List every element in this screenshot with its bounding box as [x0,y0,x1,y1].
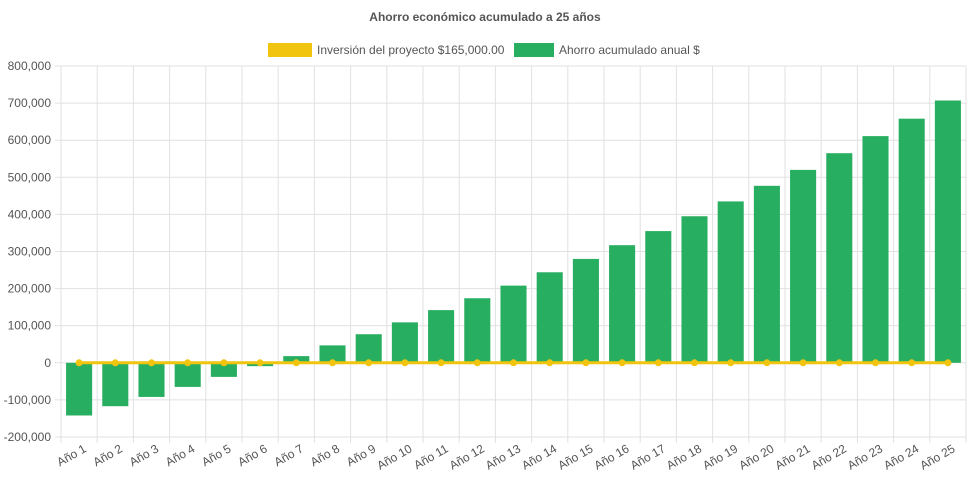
bar-13 [500,285,527,363]
x-tick-label: Año 7 [272,441,306,469]
bar-16 [609,245,636,363]
y-tick-label: 100,000 [8,319,52,333]
y-tick-label: 600,000 [8,133,52,147]
investment-point [401,359,409,367]
legend-swatch-investment [268,43,312,57]
legend: Inversión del proyecto $165,000.00 Ahorr… [268,43,700,57]
x-tick-label: Año 16 [592,441,632,472]
bar-24 [898,118,925,363]
bar-10 [391,322,418,363]
bar-25 [934,100,961,363]
investment-point [148,359,155,367]
y-tick-label: 500,000 [8,170,52,184]
bar-5 [210,362,237,377]
investment-point [727,359,735,367]
line-series-investment [75,359,952,367]
x-tick-label: Año 6 [235,441,269,469]
investment-point [292,359,300,367]
y-tick-label: 700,000 [8,96,52,110]
legend-label-investment: Inversión del proyecto $165,000.00 [317,43,505,57]
y-tick-label: 0 [44,356,51,370]
x-tick-label: Año 18 [664,441,704,472]
bar-21 [790,169,817,363]
investment-point [763,359,771,367]
legend-label-savings: Ahorro acumulado anual $ [559,43,700,57]
x-tick-label: Año 15 [555,441,595,472]
bar-1 [66,362,93,416]
x-tick-label: Año 22 [809,441,849,472]
chart-title: Ahorro económico acumulado a 25 años [369,10,601,24]
y-tick-label: 300,000 [8,245,52,259]
x-tick-label: Año 1 [54,441,88,469]
bar-14 [536,272,563,363]
y-tick-label: -200,000 [4,430,52,444]
investment-point [799,359,807,367]
x-tick-label: Año 14 [519,441,559,472]
x-tick-label: Año 24 [881,441,921,472]
bar-9 [355,334,382,363]
investment-point [546,359,554,367]
investment-point [691,359,698,367]
investment-point [329,359,336,367]
investment-point [944,359,952,367]
x-tick-label: Año 12 [447,441,487,472]
bar-20 [753,185,780,363]
bar-3 [138,362,165,397]
investment-point [908,359,916,367]
y-tick-label: 800,000 [8,59,52,73]
y-tick-label: -100,000 [4,393,52,407]
x-tick-label: Año 2 [91,441,125,469]
x-tick-label: Año 25 [917,441,957,472]
investment-point [872,359,879,367]
x-tick-label: Año 20 [736,441,776,472]
investment-point [220,359,228,367]
bar-19 [717,201,744,363]
investment-point [256,359,264,367]
x-tick-label: Año 8 [308,441,342,469]
bar-15 [572,258,599,363]
bar-8 [319,345,346,363]
bar-2 [102,362,129,407]
legend-item-savings[interactable]: Ahorro acumulado anual $ [514,43,700,57]
investment-point [582,359,590,367]
investment-point [835,359,843,367]
investment-point [365,359,373,367]
y-tick-label: 400,000 [8,207,52,221]
bar-17 [645,231,672,363]
x-tick-label: Año 17 [628,441,668,472]
x-tick-label: Año 23 [845,441,885,472]
y-axis: 800,000 700,000 600,000 500,000 400,000 300,0… [4,59,52,444]
x-tick-label: Año 9 [344,441,378,469]
bar-11 [428,310,455,363]
bar-18 [681,216,708,363]
investment-point [510,359,517,367]
investment-point [75,359,83,367]
x-tick-label: Año 19 [700,441,740,472]
x-tick-label: Año 10 [374,441,414,472]
bar-series-savings [66,100,961,416]
x-tick-label: Año 4 [163,441,197,469]
investment-point [618,359,626,367]
x-axis: Año 1 Año 2 Año 3 Año 4 Año 5 Año 6 Año 7 Año 8… [54,441,957,472]
x-tick-label: Año 11 [411,441,450,472]
investment-point [111,359,119,367]
investment-point [654,359,662,367]
investment-point [437,359,445,367]
bar-12 [464,298,491,363]
investment-point [473,359,481,367]
x-tick-label: Año 3 [127,441,161,469]
legend-item-investment[interactable]: Inversión del proyecto $165,000.00 [268,43,505,57]
investment-point [184,359,192,367]
y-tick-label: 200,000 [8,282,52,296]
bar-4 [174,362,201,387]
x-tick-label: Año 13 [483,441,523,472]
bar-22 [826,153,853,363]
x-tick-label: Año 21 [773,441,813,472]
bar-23 [862,136,889,363]
legend-swatch-savings [514,43,554,57]
gridlines [55,65,967,443]
x-tick-label: Año 5 [199,441,233,469]
